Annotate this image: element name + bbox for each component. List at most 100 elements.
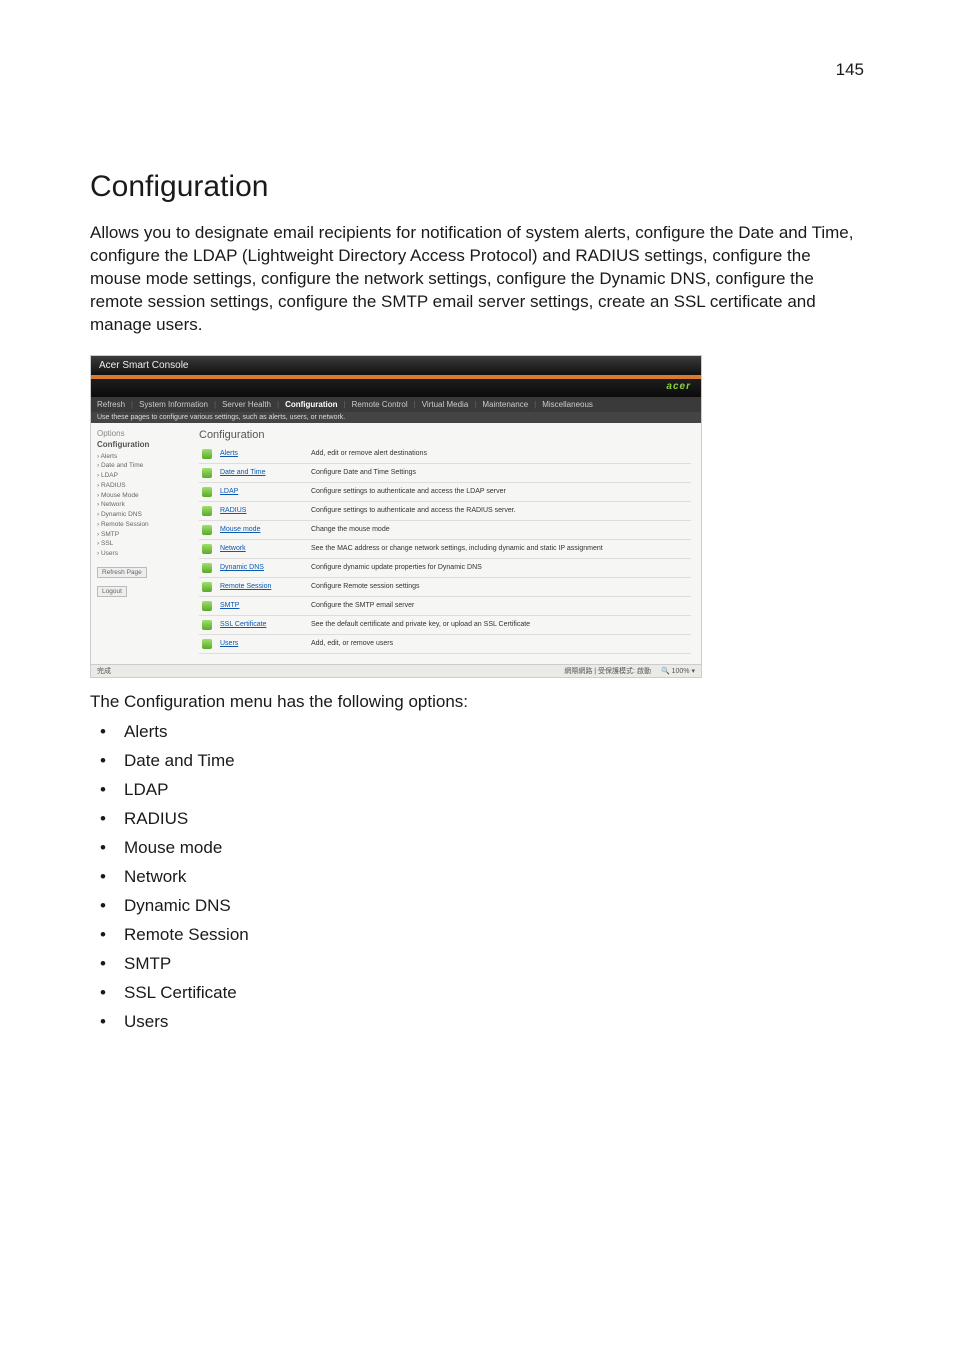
list-item: Network <box>90 867 864 887</box>
tab-remote-control[interactable]: Remote Control <box>352 400 408 409</box>
sidebar-item-date-and-time[interactable]: › Date and Time <box>97 461 187 471</box>
link-network[interactable]: Network <box>220 545 246 552</box>
tab-bar: Refresh | System Information | Server Heal… <box>91 397 701 412</box>
link-users[interactable]: Users <box>220 640 238 647</box>
list-item: Remote Session <box>90 925 864 945</box>
page-number: 145 <box>836 60 864 80</box>
tab-server-health[interactable]: Server Health <box>222 400 271 409</box>
tab-sep: | <box>277 400 279 409</box>
row-desc: See the MAC address or change network se… <box>308 539 691 558</box>
page-title: Configuration <box>90 170 864 204</box>
table-row: SSL Certificate See the default certifica… <box>199 615 691 634</box>
main-heading: Configuration <box>199 429 691 441</box>
status-zoom: 🔍 100% ▾ <box>661 667 695 675</box>
config-table: Alerts Add, edit or remove alert destinat… <box>199 445 691 654</box>
screenshot-body: Options Configuration › Alerts › Date an… <box>91 423 701 664</box>
link-remote-session[interactable]: Remote Session <box>220 583 271 590</box>
config-icon <box>202 582 212 592</box>
link-alerts[interactable]: Alerts <box>220 450 238 457</box>
status-bar: 完成 網際網路 | 受保護模式: 啟動 🔍 100% ▾ <box>91 664 701 677</box>
row-desc: Configure Remote session settings <box>308 577 691 596</box>
config-icon <box>202 620 212 630</box>
sidebar-item-ssl[interactable]: › SSL <box>97 539 187 549</box>
sidebar-item-radius[interactable]: › RADIUS <box>97 481 187 491</box>
screenshot-figure: Acer Smart Console acer Refresh | System … <box>90 355 702 678</box>
sidebar-configuration-label: Configuration <box>97 440 187 449</box>
config-icon <box>202 525 212 535</box>
brand-strip: acer <box>91 379 701 397</box>
row-desc: Configure the SMTP email server <box>308 596 691 615</box>
list-item: Users <box>90 1012 864 1032</box>
tab-sep: | <box>534 400 536 409</box>
sidebar-item-remote-session[interactable]: › Remote Session <box>97 520 187 530</box>
tab-refresh[interactable]: Refresh <box>97 400 125 409</box>
row-desc: Add, edit or remove alert destinations <box>308 445 691 464</box>
options-lead: The Configuration menu has the following… <box>90 692 864 712</box>
sidebar-item-smtp[interactable]: › SMTP <box>97 530 187 540</box>
config-icon <box>202 487 212 497</box>
brand-logo: acer <box>666 381 691 392</box>
config-icon <box>202 639 212 649</box>
config-icon <box>202 544 212 554</box>
sidebar-nav: › Alerts › Date and Time › LDAP › RADIUS… <box>97 452 187 559</box>
config-icon <box>202 449 212 459</box>
tab-sep: | <box>344 400 346 409</box>
row-desc: Change the mouse mode <box>308 520 691 539</box>
link-ldap[interactable]: LDAP <box>220 488 238 495</box>
refresh-page-button[interactable]: Refresh Page <box>97 567 147 578</box>
sidebar-item-mouse-mode[interactable]: › Mouse Mode <box>97 491 187 501</box>
link-date-and-time[interactable]: Date and Time <box>220 469 266 476</box>
table-row: Users Add, edit, or remove users <box>199 634 691 653</box>
tab-sep: | <box>414 400 416 409</box>
row-desc: Add, edit, or remove users <box>308 634 691 653</box>
list-item: RADIUS <box>90 809 864 829</box>
list-item: Dynamic DNS <box>90 896 864 916</box>
document-page: 145 Configuration Allows you to designat… <box>0 0 954 1350</box>
intro-paragraph: Allows you to designate email recipients… <box>90 222 864 337</box>
tab-maintenance[interactable]: Maintenance <box>482 400 528 409</box>
sidebar-item-ldap[interactable]: › LDAP <box>97 471 187 481</box>
tab-sep: | <box>131 400 133 409</box>
list-item: SMTP <box>90 954 864 974</box>
list-item: Mouse mode <box>90 838 864 858</box>
row-desc: See the default certificate and private … <box>308 615 691 634</box>
sub-bar: Use these pages to configure various set… <box>91 412 701 423</box>
row-desc: Configure settings to authenticate and a… <box>308 482 691 501</box>
table-row: SMTP Configure the SMTP email server <box>199 596 691 615</box>
sidebar-item-alerts[interactable]: › Alerts <box>97 452 187 462</box>
table-row: Mouse mode Change the mouse mode <box>199 520 691 539</box>
table-row: Date and Time Configure Date and Time Set… <box>199 463 691 482</box>
tab-virtual-media[interactable]: Virtual Media <box>422 400 469 409</box>
list-item: LDAP <box>90 780 864 800</box>
sidebar-options-label: Options <box>97 429 187 438</box>
table-row: LDAP Configure settings to authenticate a… <box>199 482 691 501</box>
tab-miscellaneous[interactable]: Miscellaneous <box>542 400 593 409</box>
table-row: Remote Session Configure Remote session s… <box>199 577 691 596</box>
list-item: Alerts <box>90 722 864 742</box>
status-zone: 網際網路 | 受保護模式: 啟動 <box>564 666 651 676</box>
link-dynamic-dns[interactable]: Dynamic DNS <box>220 564 264 571</box>
row-desc: Configure Date and Time Settings <box>308 463 691 482</box>
logout-button[interactable]: Logout <box>97 586 127 597</box>
options-list: Alerts Date and Time LDAP RADIUS Mouse m… <box>90 722 864 1032</box>
status-left: 完成 <box>97 666 111 676</box>
tab-configuration[interactable]: Configuration <box>285 400 337 409</box>
row-desc: Configure dynamic update properties for … <box>308 558 691 577</box>
sidebar-item-network[interactable]: › Network <box>97 500 187 510</box>
table-row: Network See the MAC address or change net… <box>199 539 691 558</box>
sidebar: Options Configuration › Alerts › Date an… <box>91 423 191 664</box>
link-radius[interactable]: RADIUS <box>220 507 246 514</box>
config-icon <box>202 468 212 478</box>
link-smtp[interactable]: SMTP <box>220 602 239 609</box>
table-row: RADIUSConfigure settings to authenticate… <box>199 501 691 520</box>
table-row: Alerts Add, edit or remove alert destinat… <box>199 445 691 464</box>
window-titlebar: Acer Smart Console <box>91 356 701 375</box>
tab-system-information[interactable]: System Information <box>139 400 208 409</box>
sidebar-item-users[interactable]: › Users <box>97 549 187 559</box>
main-panel: Configuration Alerts Add, edit or remove … <box>191 423 701 664</box>
config-icon <box>202 601 212 611</box>
link-mouse-mode[interactable]: Mouse mode <box>220 526 260 533</box>
config-icon <box>202 506 212 516</box>
sidebar-item-dynamic-dns[interactable]: › Dynamic DNS <box>97 510 187 520</box>
link-ssl-certificate[interactable]: SSL Certificate <box>220 621 266 628</box>
